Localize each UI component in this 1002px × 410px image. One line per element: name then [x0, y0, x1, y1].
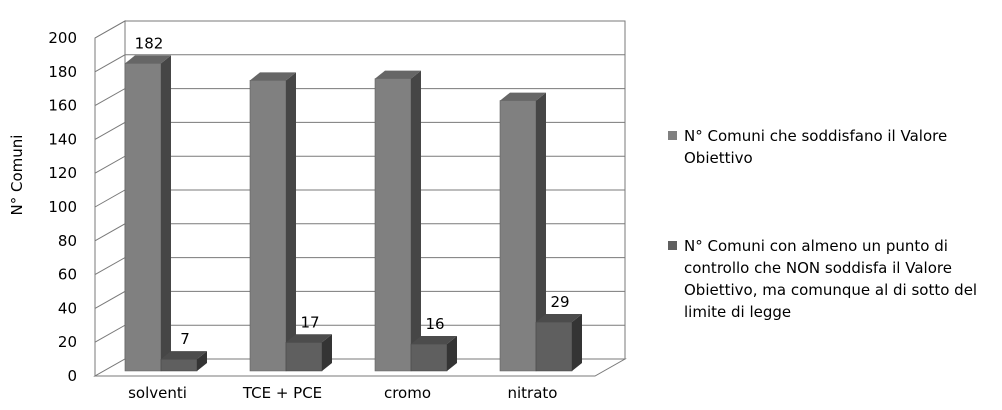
bar: [249, 72, 296, 372]
bar: [535, 313, 582, 372]
y-tick-label: 140: [48, 130, 77, 148]
x-tick-label: TCE + PCE: [242, 384, 322, 402]
bar-top: [500, 92, 546, 101]
legend-label-series-1: N° Comuni che soddisfano il Valore Obiet…: [684, 127, 948, 167]
gridline: [94, 20, 625, 39]
y-axis: 0 20 40 60 80 100 120 140 160 180 200: [48, 29, 77, 385]
bar-front: [160, 358, 198, 372]
x-tick-label: nitrato: [508, 384, 558, 402]
legend-swatch-series-2: [668, 241, 677, 250]
y-tick-label: 120: [48, 164, 77, 182]
bar-front: [499, 100, 537, 372]
x-axis-labels: solventi TCE + PCE cromo nitrato: [128, 384, 557, 402]
bar-side: [536, 92, 546, 371]
data-labels: 182 7 17 16 29: [135, 34, 570, 348]
y-tick-label: 60: [58, 266, 77, 284]
bar-side: [572, 313, 582, 371]
bar: [124, 55, 171, 372]
gridline: [94, 54, 625, 73]
y-tick-label: 40: [58, 299, 77, 317]
data-label: 16: [425, 315, 444, 333]
legend-item-series-1: N° Comuni che soddisfano il Valore Obiet…: [668, 125, 998, 169]
data-label: 182: [135, 34, 164, 52]
bar-front: [249, 80, 287, 372]
bars: [124, 55, 582, 372]
y-tick-label: 180: [48, 63, 77, 81]
data-label: 29: [550, 293, 569, 311]
bar-top: [411, 335, 457, 344]
bar-front: [410, 343, 448, 372]
bar-top: [250, 72, 296, 81]
x-tick-label: solventi: [128, 384, 187, 402]
x-tick-label: cromo: [384, 384, 431, 402]
floor: [93, 358, 627, 377]
data-label: 7: [180, 330, 190, 348]
bar-side: [447, 335, 457, 371]
bar-front: [535, 321, 573, 372]
bar: [160, 351, 207, 372]
y-tick-label: 160: [48, 97, 77, 115]
bar-side: [411, 70, 421, 371]
data-label: 17: [300, 313, 319, 331]
bar-top: [125, 55, 171, 64]
legend-item-series-2: N° Comuni con almeno un punto di control…: [668, 235, 998, 323]
y-axis-title: N° Comuni: [8, 135, 26, 216]
y-tick-label: 200: [48, 29, 77, 47]
y-tick-label: 100: [48, 198, 77, 216]
y-tick-label: 0: [67, 367, 77, 385]
legend-swatch-series-1: [668, 131, 677, 140]
bar-front: [374, 78, 412, 372]
bar-side: [286, 72, 296, 371]
bar: [374, 70, 421, 372]
bar: [285, 334, 332, 372]
bar-top: [161, 351, 207, 360]
bar: [410, 335, 457, 372]
bar-top: [375, 70, 421, 79]
bar-side: [197, 351, 207, 371]
bar-side: [322, 334, 332, 371]
y-tick-label: 20: [58, 333, 77, 351]
bar-top: [536, 313, 582, 322]
bar-top: [286, 334, 332, 343]
bar-front: [285, 341, 323, 372]
bar-front: [124, 63, 162, 372]
y-tick-label: 80: [58, 232, 77, 250]
legend-label-series-2: N° Comuni con almeno un punto di control…: [684, 237, 978, 321]
bar: [499, 92, 546, 372]
bar-side: [161, 55, 171, 372]
